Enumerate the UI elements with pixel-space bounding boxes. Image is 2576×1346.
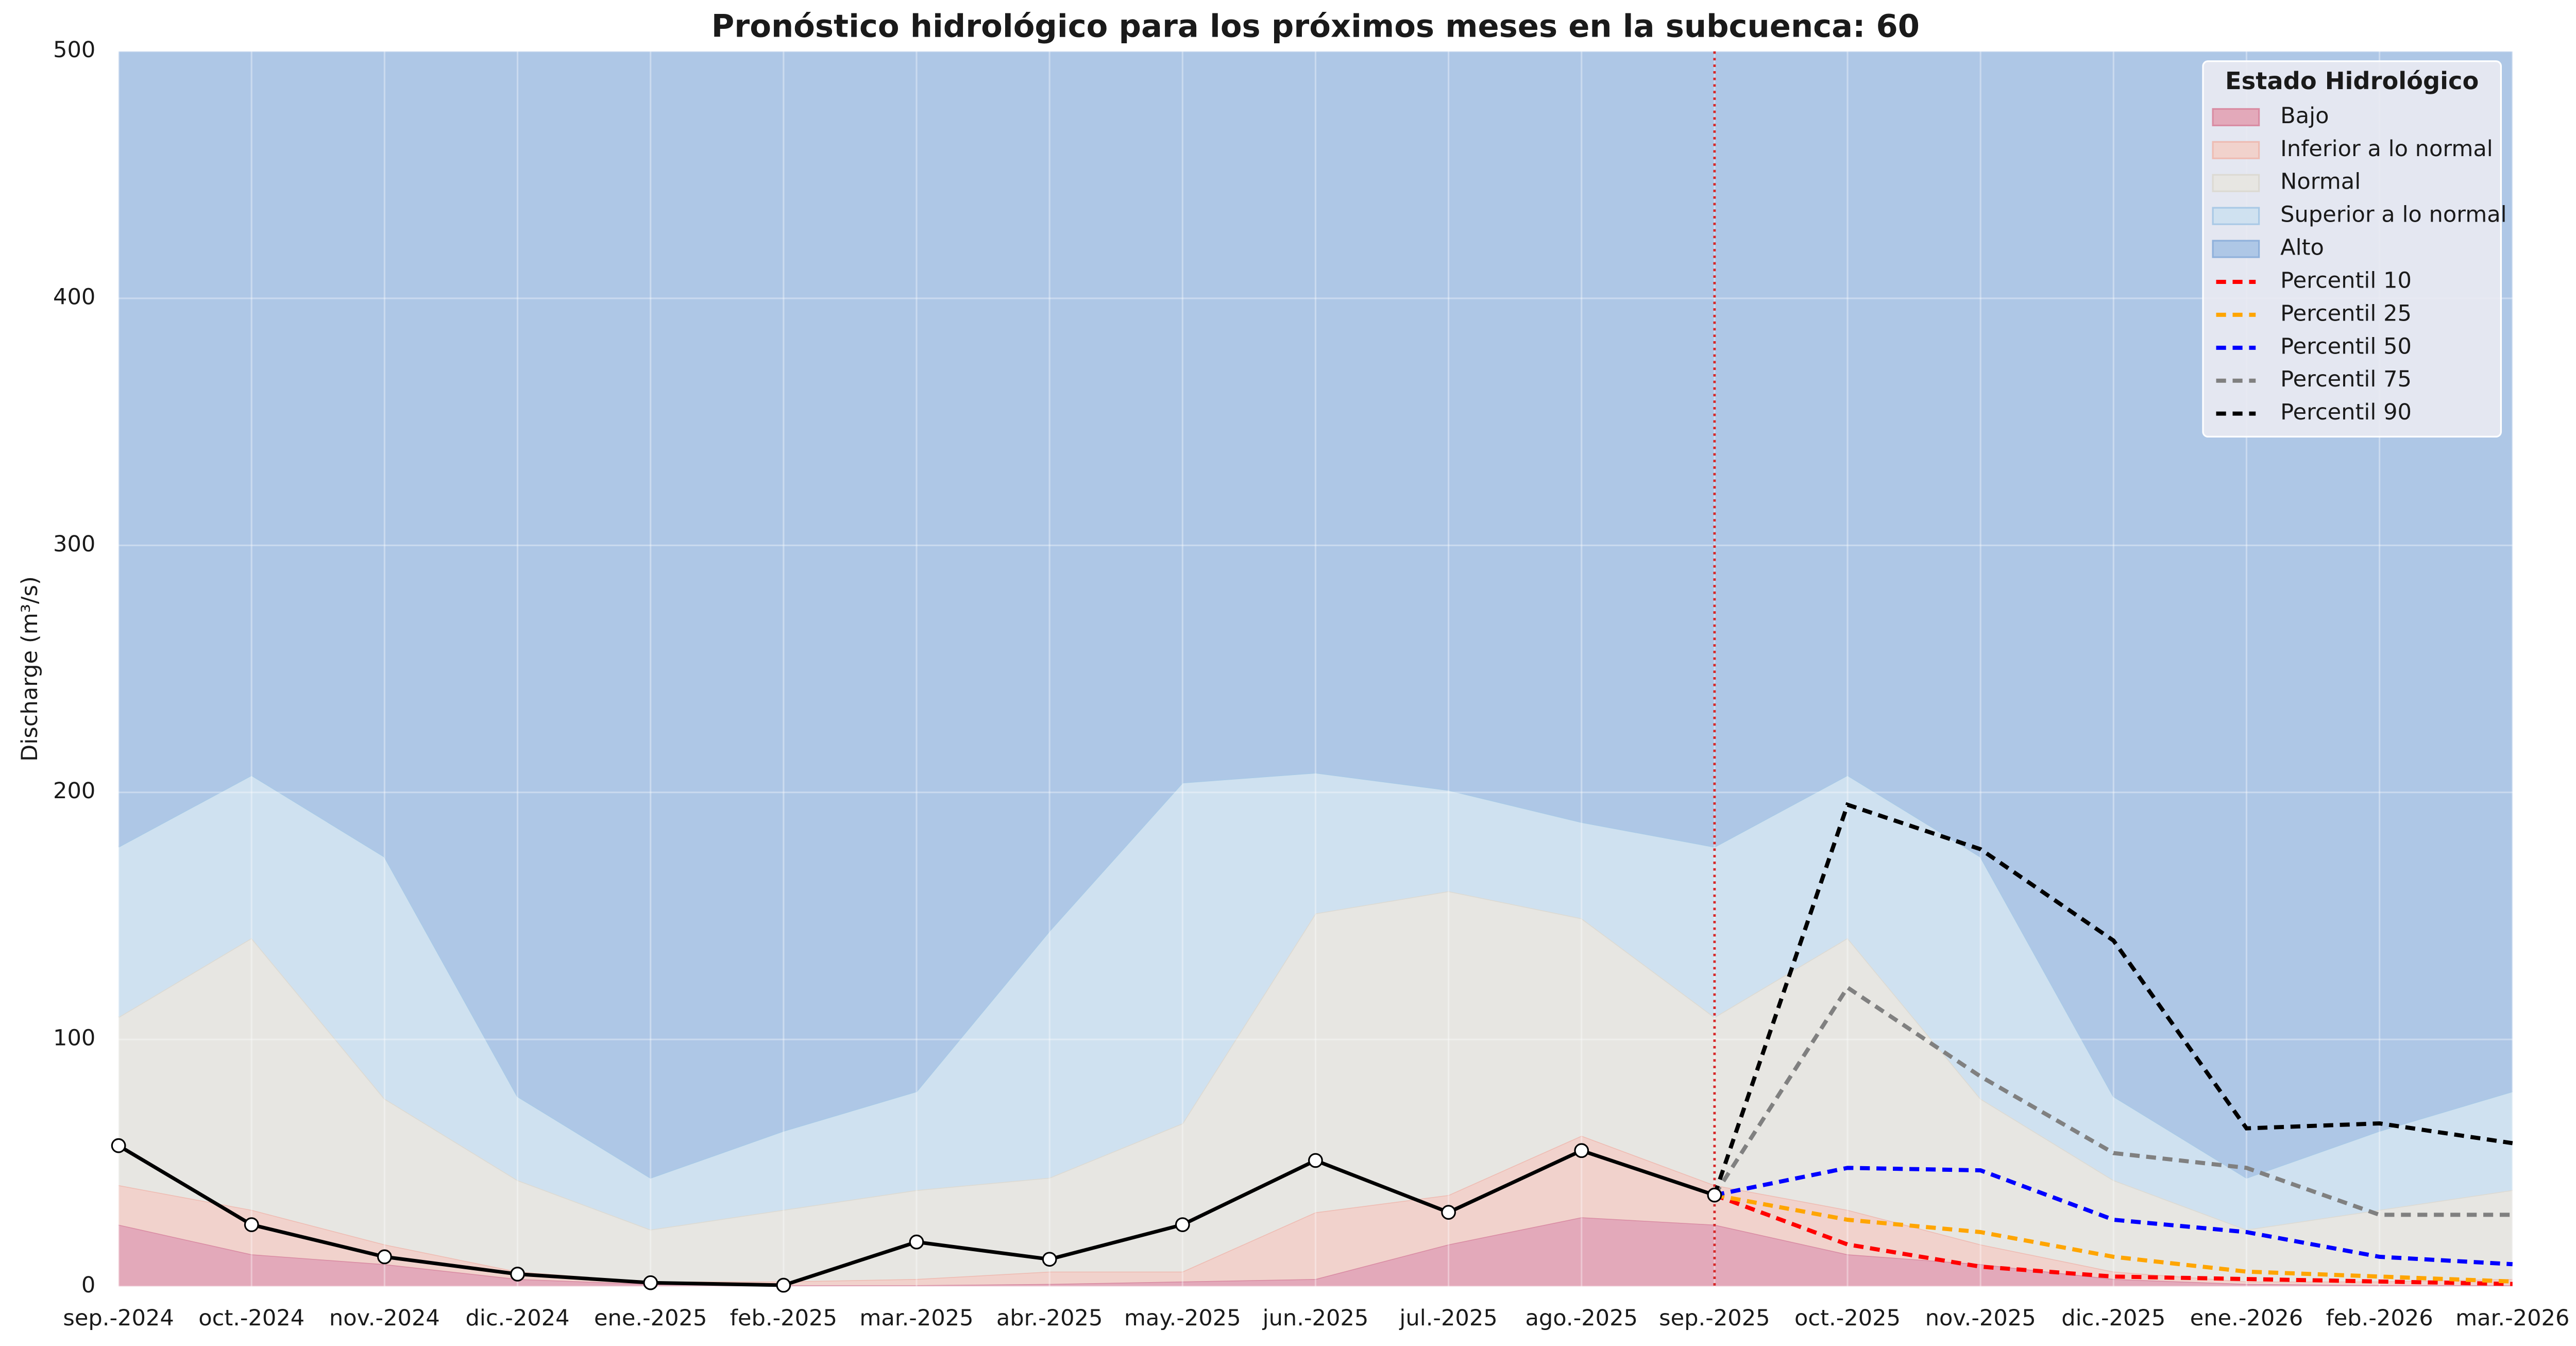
x-tick-label: nov.-2025 <box>1925 1305 2036 1331</box>
y-tick-label: 200 <box>53 778 95 804</box>
observed-point <box>1042 1252 1057 1267</box>
percentile-line <box>1714 1166 2513 1267</box>
legend-label: Percentil 10 <box>2280 267 2412 293</box>
legend: Estado Hidrológico Bajo Inferior a lo norm… <box>2202 60 2507 438</box>
x-tick-label: may.-2025 <box>1124 1305 1241 1331</box>
y-tick-label: 300 <box>53 531 95 557</box>
y-axis-label: Discharge (m³/s) <box>17 576 43 762</box>
band-area <box>118 772 2513 1230</box>
x-tick-label: mar.-2026 <box>2455 1305 2569 1331</box>
legend-label: Normal <box>2280 169 2361 195</box>
observed-point <box>1707 1187 1722 1203</box>
observed-point <box>1175 1217 1190 1232</box>
legend-label: Alto <box>2280 235 2324 261</box>
x-tick-label: feb.-2026 <box>2326 1305 2433 1331</box>
observed-point <box>377 1249 392 1265</box>
observed-point <box>776 1277 791 1293</box>
x-tick-label: nov.-2024 <box>329 1305 440 1331</box>
chart-title: Pronóstico hidrológico para los próximos… <box>711 8 1920 44</box>
percentile-line <box>1714 1193 2513 1284</box>
legend-label: Superior a lo normal <box>2280 202 2506 228</box>
x-tick-label: mar.-2025 <box>859 1305 973 1331</box>
percentile-line <box>1713 984 2513 1217</box>
legend-label: Percentil 90 <box>2280 399 2412 425</box>
x-tick-label: feb.-2025 <box>730 1305 837 1331</box>
band-area <box>118 51 2513 1178</box>
y-tick-label: 0 <box>81 1272 95 1298</box>
legend-swatch <box>2212 141 2260 159</box>
observed-point <box>1308 1153 1323 1168</box>
x-tick-label: dic.-2025 <box>2061 1305 2165 1331</box>
legend-label: Percentil 75 <box>2280 366 2412 392</box>
x-tick-label: ago.-2025 <box>1526 1305 1638 1331</box>
x-tick-label: ene.-2026 <box>2190 1305 2303 1331</box>
observed-point <box>1574 1143 1589 1158</box>
y-tick-label: 400 <box>53 284 95 310</box>
x-tick-label: abr.-2025 <box>996 1305 1103 1331</box>
observed-point <box>643 1275 658 1290</box>
percentile-line <box>1713 802 2513 1196</box>
legend-title: Estado Hidrológico <box>2225 67 2479 95</box>
legend-label: Percentil 50 <box>2280 333 2412 359</box>
legend-label: Percentil 25 <box>2280 300 2412 326</box>
plot-area <box>111 50 2514 1293</box>
legend-label: Inferior a lo normal <box>2280 136 2493 162</box>
x-tick-label: sep.-2024 <box>63 1305 174 1331</box>
observed-point <box>1441 1205 1456 1220</box>
x-tick-label: ene.-2025 <box>594 1305 707 1331</box>
observed-point <box>244 1217 259 1232</box>
legend-box <box>2202 60 2502 438</box>
percentile-line <box>1714 1193 2513 1286</box>
legend-swatch <box>2212 108 2260 126</box>
legend-swatch <box>2212 207 2260 225</box>
band-area <box>118 1217 2513 1287</box>
x-tick-label: dic.-2024 <box>465 1305 569 1331</box>
legend-swatch <box>2212 240 2260 258</box>
band-area <box>118 1136 2513 1286</box>
x-tick-label: jul.-2025 <box>1399 1305 1497 1331</box>
observed-point <box>111 1138 126 1153</box>
x-tick-label: jun.-2025 <box>1262 1305 1369 1331</box>
x-tick-label: sep.-2025 <box>1659 1305 1770 1331</box>
x-tick-label: oct.-2024 <box>198 1305 304 1331</box>
y-tick-label: 500 <box>53 37 95 63</box>
y-tick-label: 100 <box>53 1025 95 1051</box>
legend-label: Bajo <box>2280 103 2329 129</box>
band-area <box>118 891 2513 1282</box>
observed-point <box>909 1234 924 1250</box>
x-tick-label: oct.-2025 <box>1794 1305 1901 1331</box>
legend-swatch <box>2212 174 2260 192</box>
observed-point <box>510 1267 525 1282</box>
